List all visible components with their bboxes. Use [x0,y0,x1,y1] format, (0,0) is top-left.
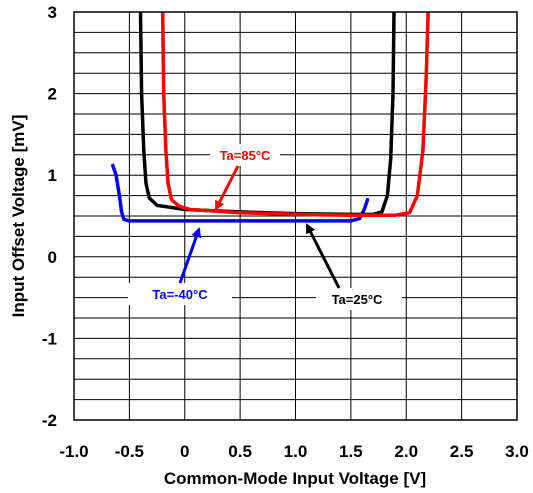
callout-ta-25: Ta=25°C [305,223,402,310]
x-tick-label: -0.5 [115,442,144,461]
y-tick-label: 2 [48,85,57,104]
x-tick-label: 2.5 [450,442,474,461]
series-group [111,12,430,223]
y-tick-labels: -2 -1 0 1 2 3 [42,3,57,430]
x-axis-label: Common-Mode Input Voltage [V] [164,469,426,488]
y-tick-label: 0 [48,248,57,267]
x-tick-labels: -1.0 -0.5 0 0.5 1.0 1.5 2.0 2.5 3.0 [59,442,528,461]
x-tick-label: 1.0 [284,442,308,461]
series-line-ta-40-c [111,163,370,223]
callout-label-ta-minus-40: Ta=-40°C [152,287,208,302]
callout-ta-minus-40: Ta=-40°C [128,227,232,305]
series-line-ta-85-c [160,12,430,217]
x-tick-label: 0.5 [228,442,252,461]
callout-box-ta-25 [316,288,402,310]
x-tick-label: 1.5 [339,442,363,461]
y-tick-label: 1 [48,166,57,185]
grid [74,12,517,420]
y-tick-label: -1 [42,329,57,348]
callout-box-ta-minus-40 [128,283,232,305]
callout-arrow-ta-85 [214,165,240,211]
x-tick-label: -1.0 [59,442,88,461]
y-axis-label: Input Offset Voltage [mV] [9,115,28,318]
callout-arrow-ta-minus-40 [178,227,202,284]
x-tick-label: 0 [180,442,189,461]
callout-box-ta-85 [210,144,280,166]
y-tick-label: -2 [42,411,57,430]
x-tick-label: 3.0 [505,442,529,461]
x-tick-label: 2.0 [394,442,418,461]
plot-frame [73,11,518,421]
callout-label-ta-25: Ta=25°C [332,292,383,307]
callout-arrow-ta-25 [305,223,341,289]
y-tick-label: 3 [48,3,57,22]
callout-ta-85: Ta=85°C [210,144,280,211]
callout-label-ta-85: Ta=85°C [220,148,271,163]
